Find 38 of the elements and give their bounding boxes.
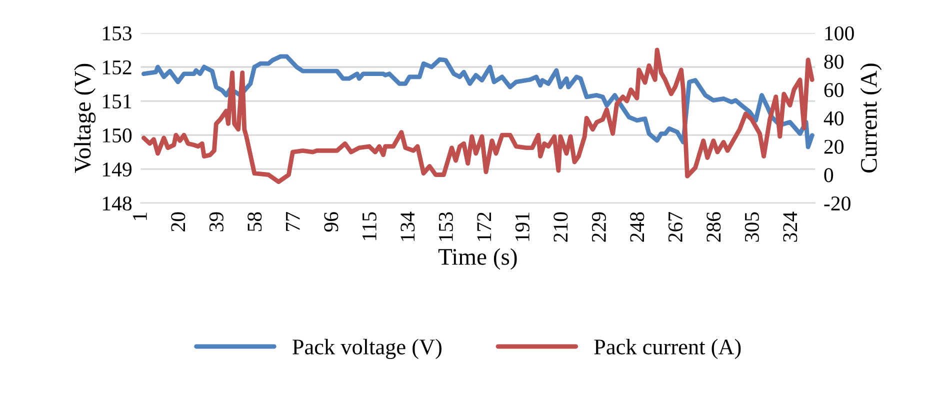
x-tick-label: 115 [362,212,376,240]
x-tick-label: 248 [630,212,644,242]
x-tick-label: 305 [744,212,759,242]
x-axis-title: Time (s) [438,248,517,270]
y2-tick-label: 20 [824,140,844,154]
x-tick-label: 286 [706,212,721,242]
y2-tick-label: 60 [824,83,844,98]
y-axis-title: Voltage (V) [74,64,96,173]
y2-tick-label: 100 [825,26,854,40]
y-tick-label: 150 [102,128,132,142]
legend-label: Pack voltage (V) [292,338,442,360]
x-tick-label: 39 [209,212,224,232]
x-tick-label: 153 [438,212,453,241]
y2-tick-label: 80 [824,54,844,69]
x-tick-label: 229 [592,212,606,242]
y-tick-label: 148 [102,196,132,211]
x-tick-label: 324 [783,212,798,242]
x-tick-label: 210 [554,212,568,242]
x-tick-label: 77 [286,212,300,231]
legend-label: Pack current (A) [594,338,741,359]
x-tick-label: 20 [171,212,186,232]
y-tick-label: 151 [102,94,132,108]
line-series [141,54,814,150]
x-tick-label: 134 [400,212,415,241]
y2-tick-label: -20 [824,196,850,211]
line-series [141,48,814,184]
y-tick-label: 152 [102,60,132,74]
x-tick-label: 96 [324,212,338,232]
y-tick-label: 149 [102,162,132,177]
x-tick-label: 191 [515,212,530,241]
y-tick-label: 153 [102,26,132,40]
y2-tick-label: 40 [824,111,844,126]
x-tick-label: 1 [132,212,147,220]
x-tick-label: 58 [248,212,262,232]
y2-axis-title: Current (A) [860,64,882,172]
x-tick-label: 172 [477,212,491,241]
y2-tick-label: 0 [824,168,834,182]
x-tick-label: 267 [668,212,682,242]
